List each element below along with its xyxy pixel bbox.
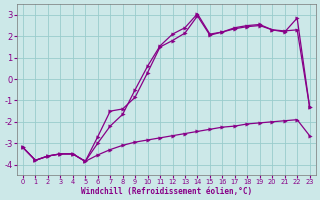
- X-axis label: Windchill (Refroidissement éolien,°C): Windchill (Refroidissement éolien,°C): [81, 187, 252, 196]
